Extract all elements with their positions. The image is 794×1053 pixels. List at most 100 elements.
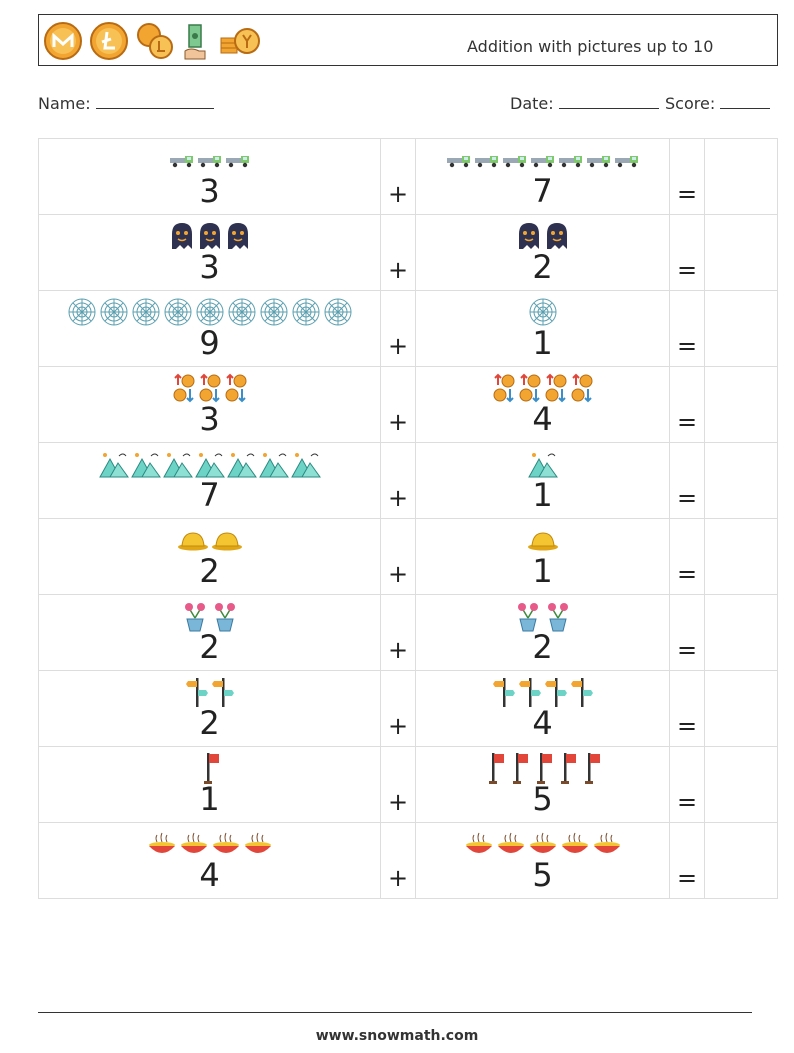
truck-icon (197, 153, 223, 172)
name-field[interactable]: Name: (38, 94, 214, 113)
picture-group (39, 831, 380, 861)
score-blank[interactable] (720, 94, 771, 109)
addend-b: 2 (532, 248, 553, 286)
problem-row: 9 +1 = (38, 290, 778, 367)
answer-box[interactable] (704, 822, 778, 899)
addend-b-cell: 5 (415, 746, 670, 823)
date-blank[interactable] (558, 94, 659, 109)
addend-a: 3 (199, 172, 220, 210)
addend-b: 5 (532, 780, 553, 818)
addend-a-cell: 2 (38, 594, 381, 671)
addend-a-cell: 3 (38, 366, 381, 443)
date-field[interactable]: Date: (510, 94, 659, 113)
answer-box[interactable] (704, 518, 778, 595)
problem-row: 2 +2 = (38, 594, 778, 671)
answer-box[interactable] (704, 366, 778, 443)
spiderweb-icon (131, 297, 161, 331)
mountain-icon (130, 450, 161, 482)
flag-icon (484, 751, 506, 789)
bowl-icon (528, 830, 558, 862)
truck-icon (558, 153, 584, 172)
coin-arrows-icon (198, 373, 222, 407)
picture-group (39, 373, 380, 407)
coin-arrows-icon (224, 373, 248, 407)
signpost-icon (544, 676, 568, 712)
coin-arrows-icon (492, 373, 516, 407)
signpost-icon (492, 676, 516, 712)
picture-group (416, 603, 669, 633)
flower-pot-icon (544, 600, 572, 636)
spiderweb-icon (67, 297, 97, 331)
truck-icon (169, 153, 195, 172)
flower-pot-icon (181, 600, 209, 636)
hat-icon (527, 529, 559, 555)
addend-a: 3 (199, 400, 220, 438)
plus-cell: + (380, 138, 416, 215)
coin-arrows-icon (172, 373, 196, 407)
addend-b-cell: 1 (415, 290, 670, 367)
addend-a: 2 (199, 552, 220, 590)
answer-box[interactable] (704, 746, 778, 823)
addend-b: 5 (532, 856, 553, 894)
plus-cell: + (380, 594, 416, 671)
problems-table: 3 +7 = 3 +2 = 9 +1 = 3 +4 = 7 +1 = 2 +1 = 2 +2 = 2 +4 = 1 +5 = 4 +5 = (38, 138, 778, 899)
picture-group (416, 298, 669, 329)
plus-sign: + (387, 560, 409, 588)
truck-icon (614, 153, 640, 172)
worksheet-header: Addition with pictures up to 10 (38, 14, 778, 66)
addend-b: 7 (532, 172, 553, 210)
problem-row: 3 +7 = (38, 138, 778, 215)
plus-sign: + (387, 636, 409, 664)
equals-cell: = (669, 138, 705, 215)
equals-cell: = (669, 822, 705, 899)
addend-a-cell: 7 (38, 442, 381, 519)
flower-pot-icon (514, 600, 542, 636)
name-blank[interactable] (95, 94, 214, 109)
bowl-icon (560, 830, 590, 862)
coin-arrows-icon (544, 373, 568, 407)
mountain-icon (290, 450, 321, 482)
answer-box[interactable] (704, 290, 778, 367)
addend-b-cell: 1 (415, 442, 670, 519)
coin-arrows-icon (518, 373, 542, 407)
picture-group (416, 831, 669, 861)
plus-cell: + (380, 822, 416, 899)
mountain-icon (194, 450, 225, 482)
date-label: Date: (510, 94, 554, 113)
ghost-icon (225, 221, 251, 255)
answer-box[interactable] (704, 138, 778, 215)
addend-a: 9 (199, 324, 220, 362)
spiderweb-icon (291, 297, 321, 331)
answer-box[interactable] (704, 594, 778, 671)
problem-row: 2 +4 = (38, 670, 778, 747)
addend-b: 4 (532, 400, 553, 438)
equals-cell: = (669, 442, 705, 519)
mountain-icon (226, 450, 257, 482)
answer-box[interactable] (704, 670, 778, 747)
score-label: Score: (665, 94, 716, 113)
problem-row: 2 +1 = (38, 518, 778, 595)
addend-b: 2 (532, 628, 553, 666)
picture-group (416, 223, 669, 253)
spiderweb-icon (227, 297, 257, 331)
bowl-icon (496, 830, 526, 862)
answer-box[interactable] (704, 442, 778, 519)
truck-icon (586, 153, 612, 172)
plus-sign: + (387, 788, 409, 816)
addend-a: 1 (199, 780, 220, 818)
problem-row: 3 +2 = (38, 214, 778, 291)
addend-b-cell: 5 (415, 822, 670, 899)
coins-icon (137, 23, 173, 59)
answer-box[interactable] (704, 214, 778, 291)
picture-group (39, 678, 380, 709)
score-field[interactable]: Score: (665, 94, 771, 113)
equals-cell: = (669, 518, 705, 595)
truck-icon (474, 153, 500, 172)
equals-sign: = (676, 256, 698, 284)
equals-sign: = (676, 560, 698, 588)
picture-group (39, 603, 380, 633)
plus-sign: + (387, 864, 409, 892)
monero-coin-icon (44, 22, 82, 60)
picture-group (39, 297, 380, 331)
spiderweb-icon (163, 297, 193, 331)
